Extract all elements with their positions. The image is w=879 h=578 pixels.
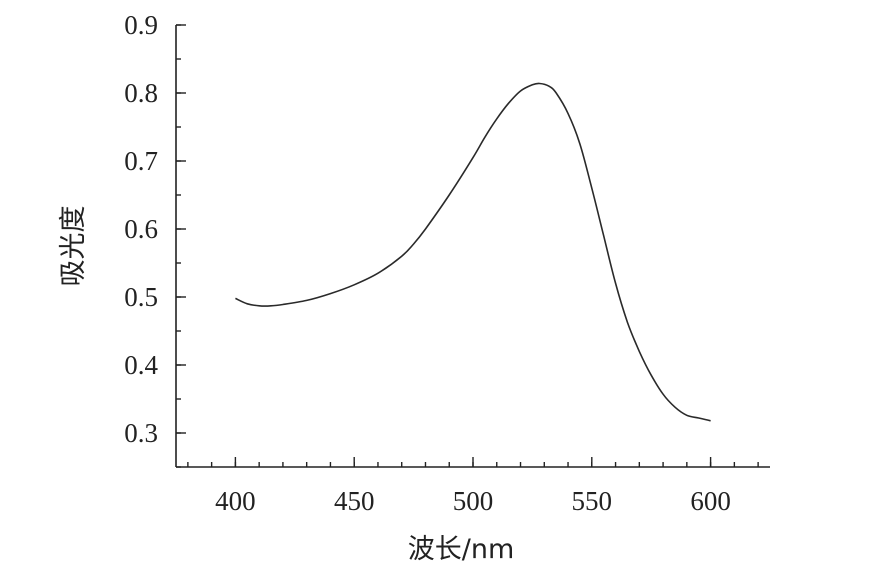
x-tick-label: 600 [690,486,731,516]
y-axis-ticks: 0.3 0.4 0.5 0.6 0.7 0.8 0.9 [124,10,186,468]
y-tick-label: 0.6 [124,214,158,244]
absorbance-curve [235,82,711,422]
x-axis-title: 波长/nm [408,534,515,565]
y-tick-label: 0.8 [124,78,158,108]
y-tick-label: 0.7 [124,146,158,176]
y-tick-label: 0.3 [124,418,158,448]
axes [175,25,770,468]
series-layer [235,82,711,422]
y-axis-title: 吸光度 [58,206,89,287]
y-tick-label: 0.9 [124,10,158,40]
x-axis-ticks: 400 450 500 550 600 [187,457,759,516]
x-tick-label: 550 [572,486,613,516]
y-tick-label: 0.4 [124,350,158,380]
y-tick-label: 0.5 [124,282,158,312]
x-tick-label: 400 [215,486,256,516]
x-tick-label: 500 [453,486,494,516]
x-tick-label: 450 [334,486,375,516]
